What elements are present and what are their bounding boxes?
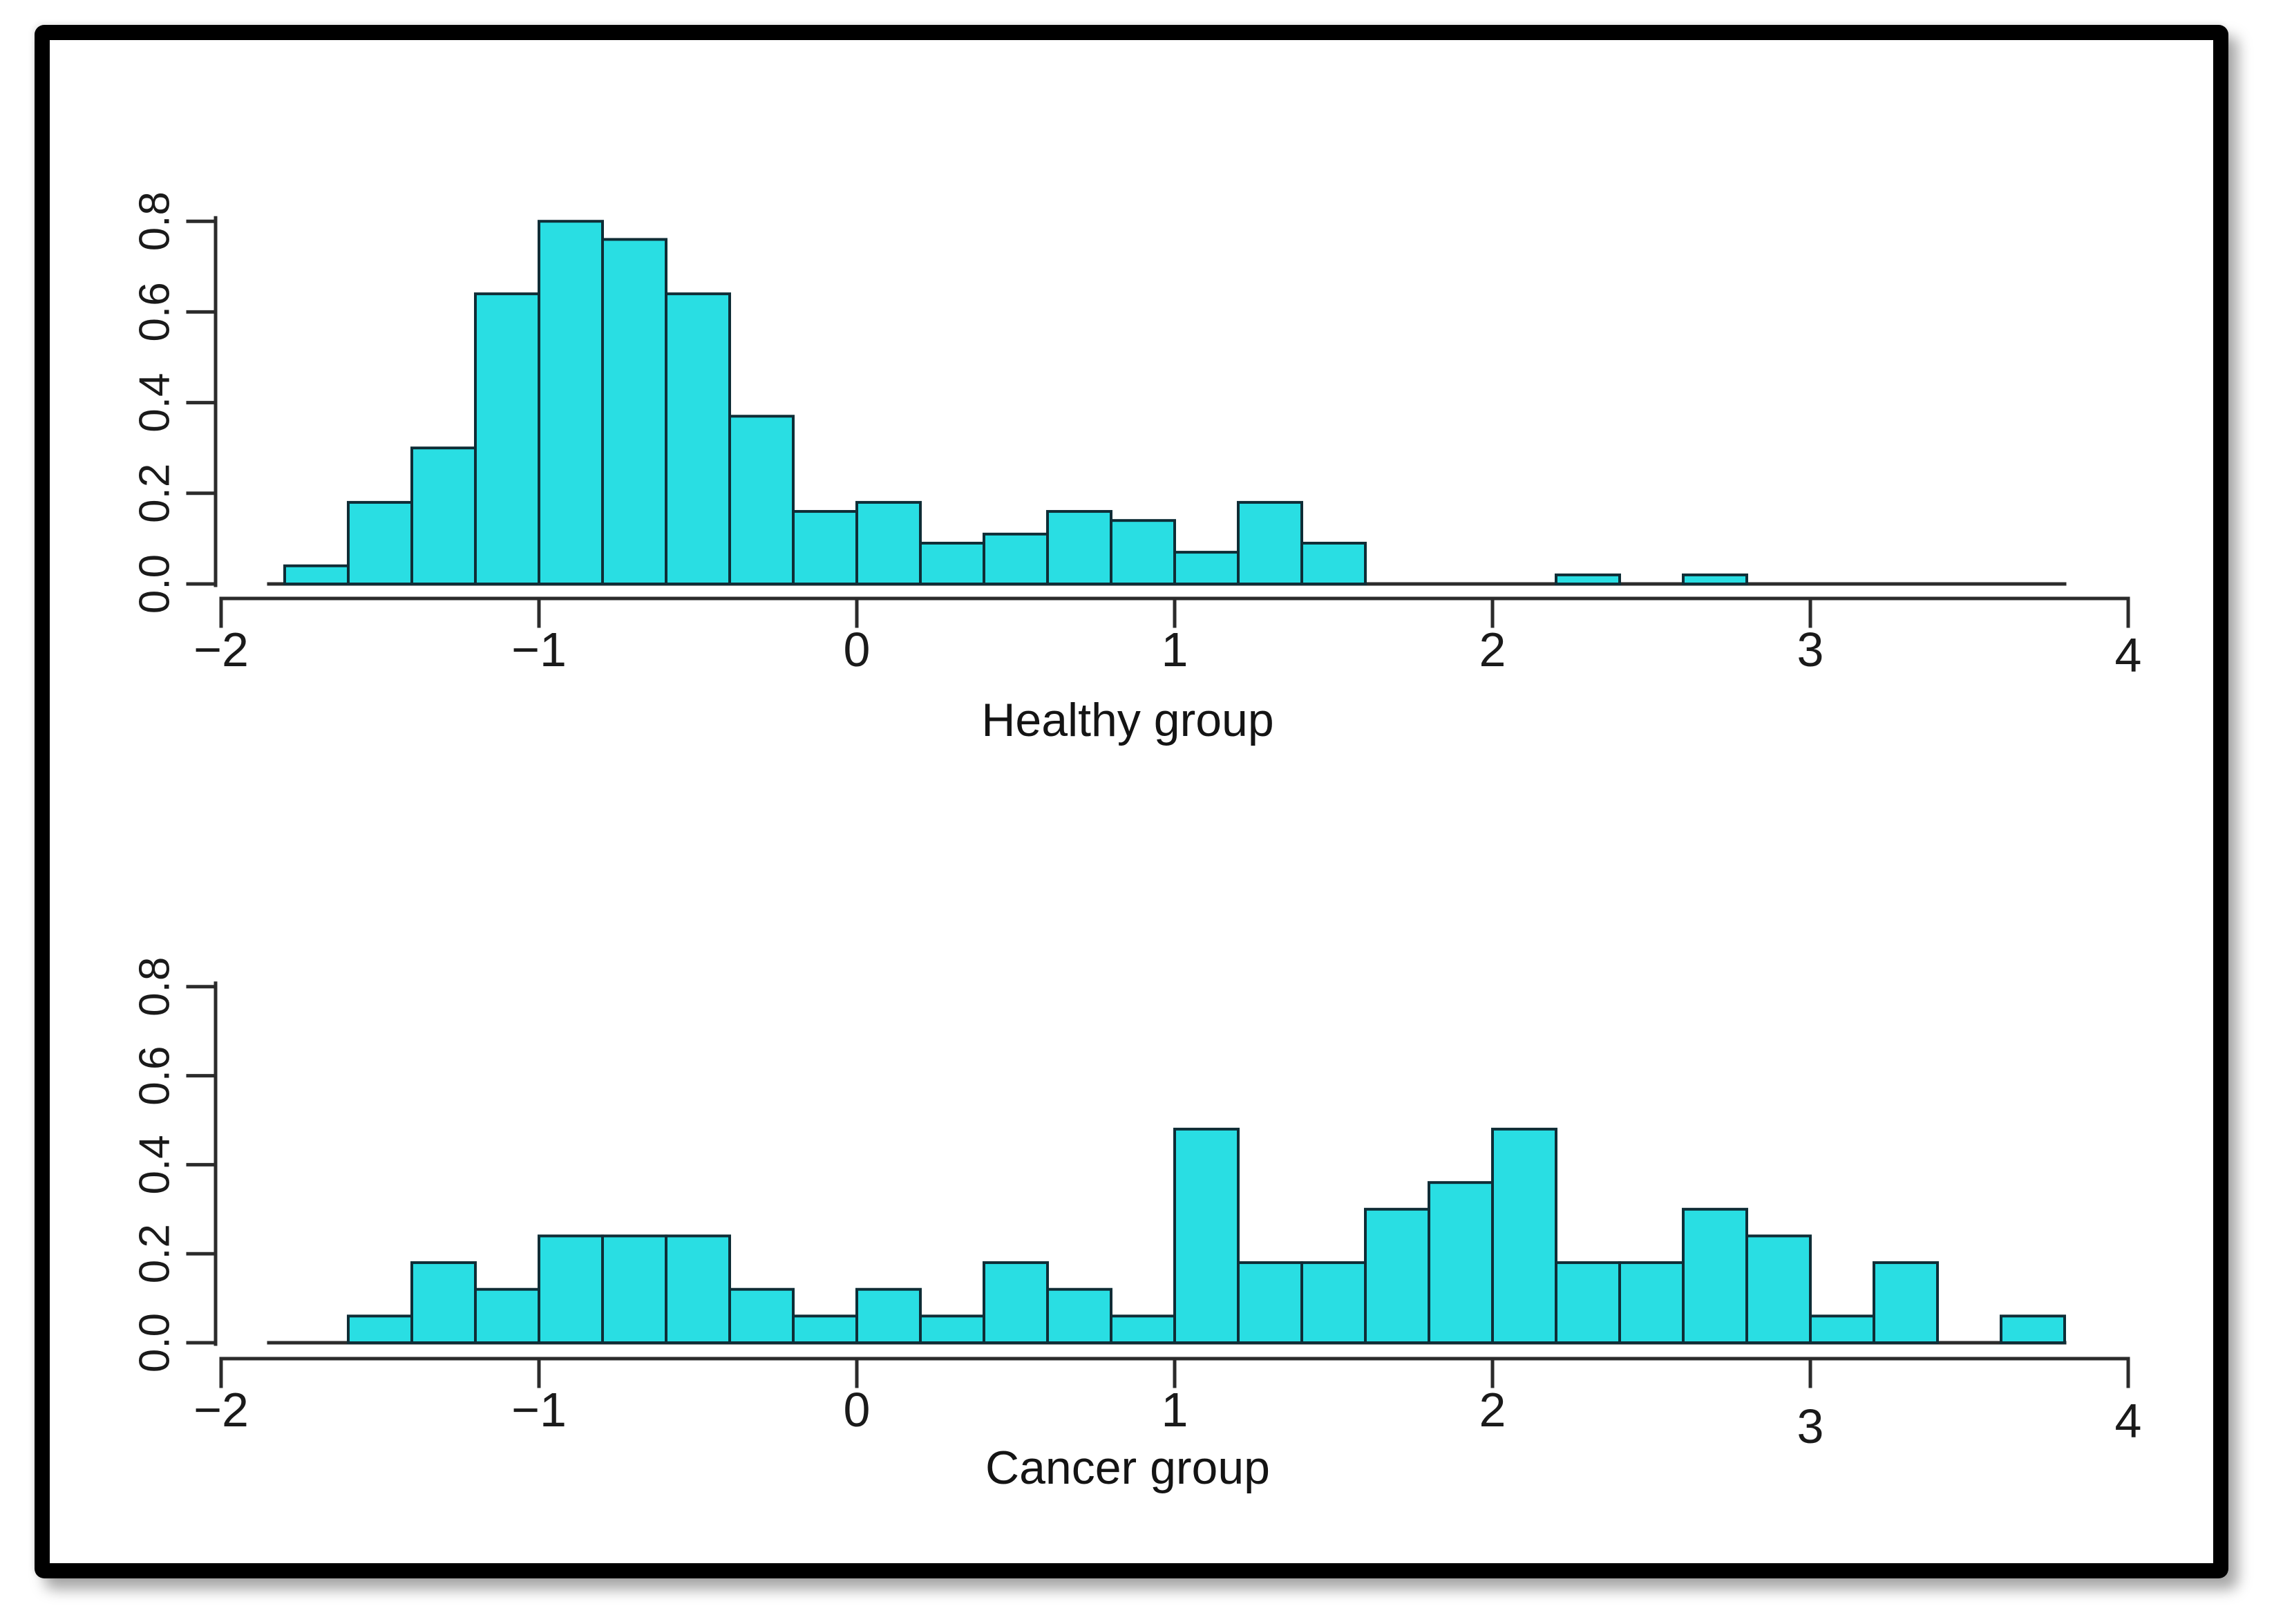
histogram-bar (601, 1234, 667, 1344)
histogram-bar (792, 1314, 858, 1344)
histogram-bar (1428, 1181, 1494, 1345)
histogram-bar (919, 1314, 985, 1344)
x-tick-label: 0 (844, 623, 871, 677)
histogram-bar (410, 446, 477, 586)
histogram-bar (1873, 1261, 1939, 1344)
histogram-bar (1491, 1127, 1557, 1344)
histogram-bar (1745, 1234, 1812, 1344)
histogram-bar (1237, 500, 1303, 585)
histogram-bar (1046, 510, 1112, 585)
histogram-bar (728, 1287, 795, 1344)
histogram-bar (983, 1261, 1049, 1344)
histogram-bar (665, 292, 731, 585)
x-tick-label: 1 (1162, 1383, 1188, 1437)
histogram-bar (1173, 551, 1240, 586)
y-tick-label: 0.0 (131, 554, 179, 614)
y-tick-label: 0.4 (131, 372, 179, 432)
histogram-bar (1110, 1314, 1176, 1344)
y-tick-label: 0.0 (131, 1313, 179, 1372)
histogram-bar (538, 1234, 604, 1344)
x-tick-label: 2 (1479, 1383, 1506, 1437)
histogram-bar (2000, 1314, 2066, 1344)
histogram-bar (601, 238, 667, 585)
y-tick-label: 0.6 (131, 282, 179, 341)
histogram-bar (919, 541, 985, 586)
histogram-bar (792, 510, 858, 585)
histogram-bar (474, 292, 540, 585)
x-tick-label: −1 (511, 1383, 567, 1437)
histogram-bar (347, 500, 413, 585)
histogram-bar (1555, 1261, 1621, 1344)
x-tick-label: −2 (193, 1383, 249, 1437)
histogram-bar (983, 532, 1049, 586)
histogram-bar (1237, 1261, 1303, 1344)
y-tick-label: 0.2 (131, 1224, 179, 1283)
histogram-bar (347, 1314, 413, 1344)
y-tick-label: 0.6 (131, 1046, 179, 1105)
x-tick-label: 3 (1797, 623, 1824, 677)
histogram-bar (855, 1287, 922, 1344)
histogram-bar (1110, 519, 1176, 585)
x-tick-label: 3 (1797, 1399, 1824, 1453)
histogram-bar (283, 564, 350, 586)
histogram-bar (728, 415, 795, 586)
histogram-bar (410, 1261, 477, 1344)
histogram-bar (1046, 1287, 1112, 1344)
histogram-bar (1809, 1314, 1875, 1344)
y-tick-label: 0.8 (131, 957, 179, 1017)
x-tick-label: 1 (1162, 623, 1188, 677)
healthy-group-axis-title: Healthy group (981, 694, 1274, 746)
x-tick-label: 4 (2115, 628, 2142, 682)
cancer-group-axis-title: Cancer group (985, 1442, 1271, 1494)
histogram-bar (1555, 573, 1621, 586)
histogram-bar (1300, 541, 1367, 586)
histogram-bar (665, 1234, 731, 1344)
x-tick-label: 4 (2115, 1394, 2142, 1448)
y-tick-label: 0.8 (131, 191, 179, 251)
y-tick-label: 0.4 (131, 1135, 179, 1194)
histogram-bar (855, 500, 922, 585)
histogram-bar (474, 1287, 540, 1344)
x-tick-label: −2 (193, 623, 249, 677)
x-tick-label: 2 (1479, 623, 1506, 677)
histogram-bar (1682, 1207, 1748, 1345)
x-tick-label: 0 (844, 1383, 871, 1437)
histogram-bar (1300, 1261, 1367, 1344)
histogram-bar (1682, 573, 1748, 586)
y-tick-label: 0.2 (131, 464, 179, 523)
histogram-bar (1618, 1261, 1685, 1344)
histogram-bar (538, 220, 604, 585)
histogram-bar (1364, 1207, 1430, 1345)
x-tick-label: −1 (511, 623, 567, 677)
histogram-bar (1173, 1127, 1240, 1344)
